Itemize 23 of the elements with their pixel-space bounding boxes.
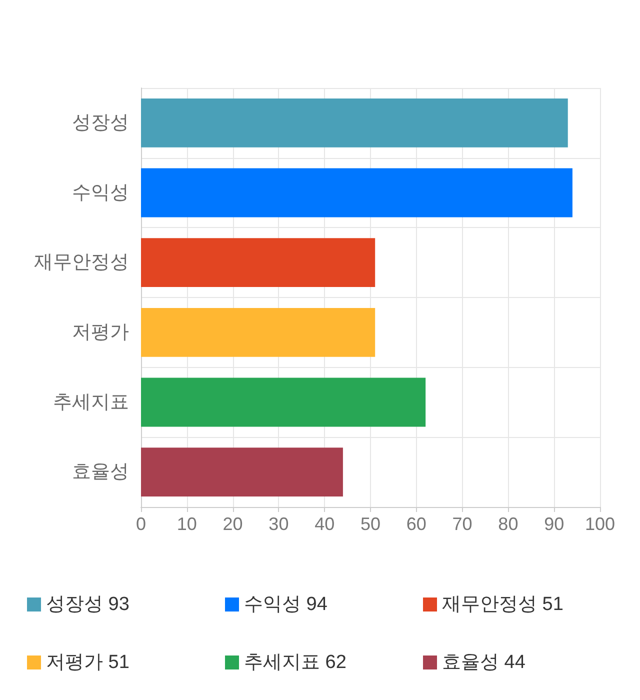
y-tick-label: 수익성 [72, 182, 129, 204]
x-tick-label: 100 [584, 514, 616, 534]
y-tick-label: 저평가 [72, 322, 129, 343]
x-tick-label: 60 [406, 514, 426, 534]
legend-label: 효율성 44 [442, 652, 526, 673]
legend-label: 추세지표 62 [244, 652, 346, 673]
x-tick-label: 0 [136, 514, 146, 534]
legend-label: 수익성 94 [244, 594, 328, 615]
y-tick-label: 효율성 [72, 462, 129, 483]
x-tick-label: 40 [314, 514, 335, 534]
legend-label: 저평가 51 [46, 652, 130, 673]
x-tick-label: 70 [452, 514, 472, 534]
x-tick-label: 30 [268, 514, 289, 534]
y-tick-label: 재무안정성 [34, 252, 129, 274]
x-tick-label: 50 [360, 514, 381, 534]
x-tick-label: 20 [222, 514, 243, 534]
x-tick-label: 90 [544, 514, 564, 534]
y-tick-label: 추세지표 [53, 392, 129, 413]
legend-label: 성장성 93 [46, 594, 130, 615]
x-tick-label: 10 [176, 514, 197, 534]
legend-label: 재무안정성 51 [442, 594, 564, 615]
x-tick-label: 80 [498, 514, 518, 534]
y-tick-label: 성장성 [72, 112, 129, 134]
